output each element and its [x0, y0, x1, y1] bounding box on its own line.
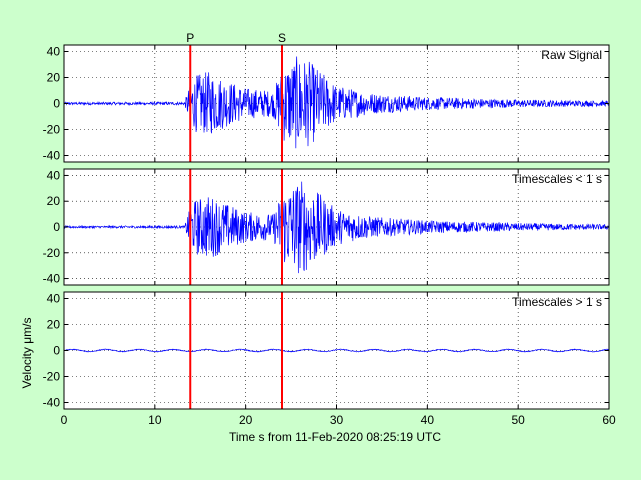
- y-tick-label: 40: [47, 45, 61, 59]
- y-tick-label: 20: [47, 318, 61, 332]
- signal-trace: [63, 348, 610, 353]
- panel-2: 40 20 0 -20 -40 Timescales < 1 s: [43, 168, 610, 286]
- phase-label-p: P: [186, 31, 194, 45]
- panel-label: Raw Signal: [541, 48, 602, 62]
- x-tick-label: 60: [602, 413, 616, 427]
- x-tick-label: 50: [511, 413, 525, 427]
- signal-trace: [63, 56, 610, 149]
- y-tick-label: 20: [47, 71, 61, 85]
- signal-trace: [63, 181, 610, 274]
- x-tick-label: 10: [148, 413, 162, 427]
- y-tick-label: 20: [47, 194, 61, 208]
- y-axis-label: Velocity μm/s: [20, 318, 34, 389]
- y-tick-label: -40: [43, 272, 61, 286]
- x-tick-label: 30: [330, 413, 344, 427]
- y-tick-label: -40: [43, 149, 61, 163]
- y-tick-label: 0: [53, 344, 60, 358]
- x-tick-label: 20: [239, 413, 253, 427]
- x-axis-label: Time s from 11-Feb-2020 08:25:19 UTC: [229, 430, 441, 444]
- x-tick-label: 0: [61, 413, 68, 427]
- phase-label-s: S: [278, 31, 286, 45]
- y-tick-label: 40: [47, 292, 61, 306]
- panels-group: 40 20 0 -20 -40 Raw Signal P S 40 20 0 -20 -40 Timesc…: [43, 31, 616, 427]
- y-tick-label: -20: [43, 123, 61, 137]
- y-tick-label: 0: [53, 97, 60, 111]
- y-tick-label: 0: [53, 220, 60, 234]
- y-tick-label: -20: [43, 246, 61, 260]
- panel-label: Timescales < 1 s: [512, 172, 602, 186]
- y-tick-label: -40: [43, 396, 61, 410]
- x-tick-label: 40: [421, 413, 435, 427]
- y-tick-label: 40: [47, 168, 61, 182]
- panel-1: 40 20 0 -20 -40 Raw Signal P S: [43, 31, 610, 163]
- y-tick-label: -20: [43, 370, 61, 384]
- panel-label: Timescales > 1 s: [512, 295, 602, 309]
